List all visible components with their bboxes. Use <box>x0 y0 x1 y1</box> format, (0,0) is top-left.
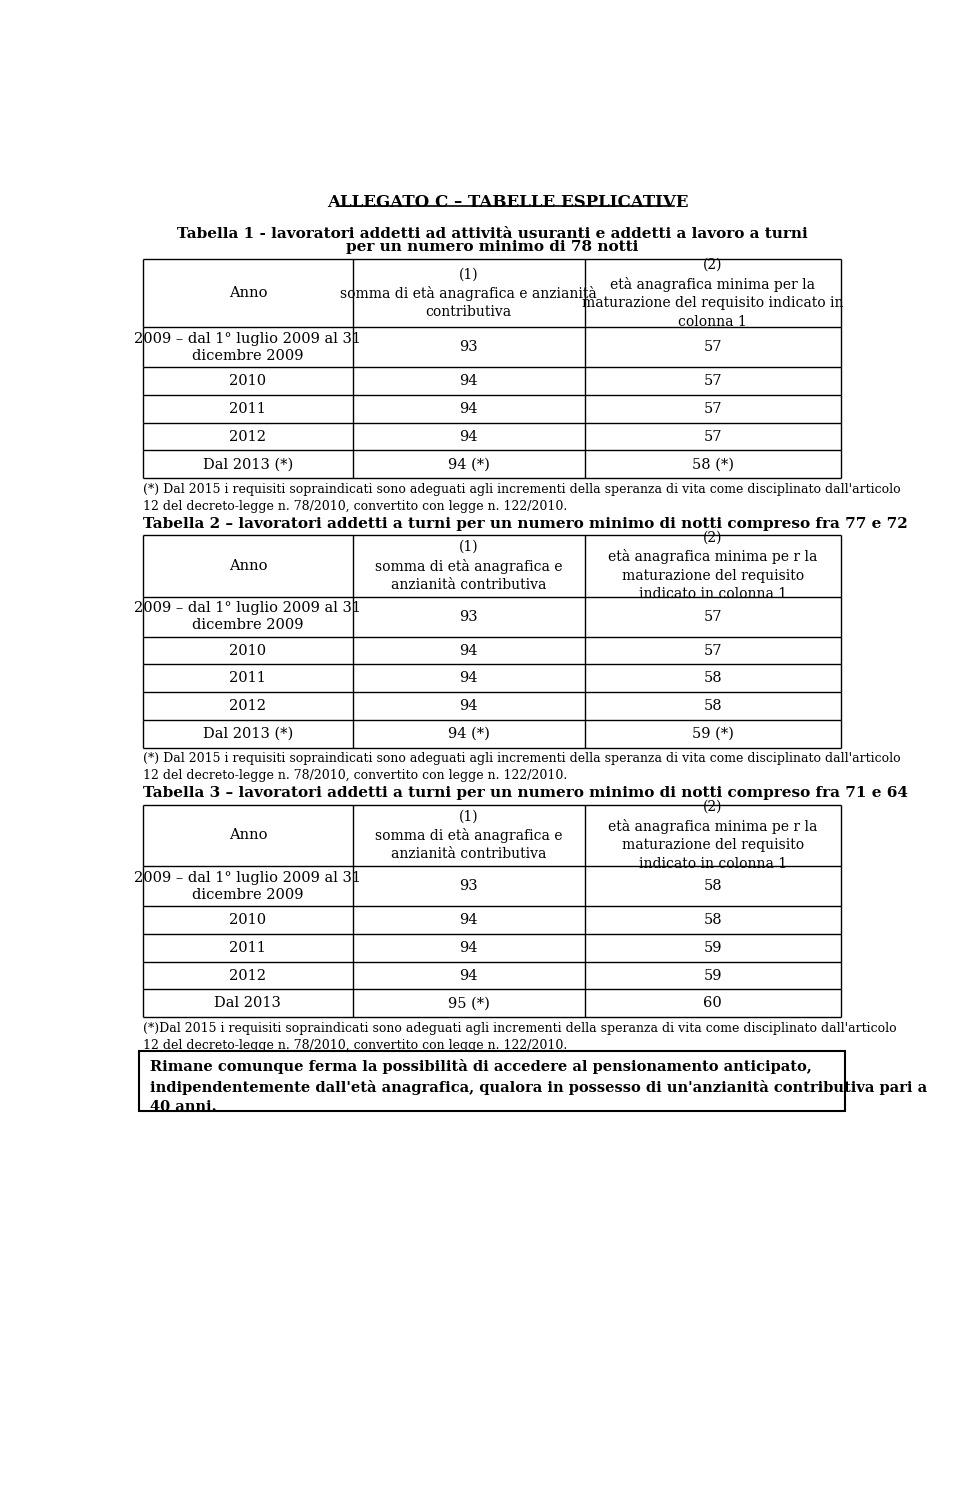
Text: 60: 60 <box>704 997 722 1010</box>
Text: (2)
età anagrafica minima pe r la
maturazione del requisito
indicato in colonna : (2) età anagrafica minima pe r la matura… <box>609 531 818 601</box>
Text: 57: 57 <box>704 341 722 354</box>
Text: (1)
somma di età anagrafica e
anzianità contributiva: (1) somma di età anagrafica e anzianità … <box>375 809 563 862</box>
Text: (*) Dal 2015 i requisiti sopraindicati sono adeguati agli incrementi della spera: (*) Dal 2015 i requisiti sopraindicati s… <box>143 753 900 783</box>
Text: 58: 58 <box>704 879 722 893</box>
Text: 94: 94 <box>460 940 478 955</box>
Text: 2009 – dal 1° luglio 2009 al 31
dicembre 2009: 2009 – dal 1° luglio 2009 al 31 dicembre… <box>134 601 361 632</box>
Text: (1)
somma di età anagrafica e
anzianità contributiva: (1) somma di età anagrafica e anzianità … <box>375 540 563 592</box>
Text: 57: 57 <box>704 373 722 388</box>
Text: 2010: 2010 <box>229 644 267 658</box>
Text: per un numero minimo di 78 notti: per un numero minimo di 78 notti <box>346 240 638 254</box>
Text: 94: 94 <box>460 373 478 388</box>
Text: Anno: Anno <box>228 829 267 842</box>
Text: Tabella 3 – lavoratori addetti a turni per un numero minimo di notti compreso fr: Tabella 3 – lavoratori addetti a turni p… <box>143 786 908 801</box>
Text: 94: 94 <box>460 671 478 686</box>
Text: Dal 2013: Dal 2013 <box>214 997 281 1010</box>
Text: 94: 94 <box>460 430 478 443</box>
Text: (*) Dal 2015 i requisiti sopraindicati sono adeguati agli incrementi della spera: (*) Dal 2015 i requisiti sopraindicati s… <box>143 482 900 513</box>
Text: 2010: 2010 <box>229 914 267 927</box>
Text: 58: 58 <box>704 914 722 927</box>
Text: 59: 59 <box>704 969 722 982</box>
Text: 2010: 2010 <box>229 373 267 388</box>
Text: 2012: 2012 <box>229 969 266 982</box>
Text: Anno: Anno <box>228 559 267 573</box>
Text: 94: 94 <box>460 402 478 415</box>
Text: 58: 58 <box>704 699 722 713</box>
Text: 2009 – dal 1° luglio 2009 al 31
dicembre 2009: 2009 – dal 1° luglio 2009 al 31 dicembre… <box>134 332 361 363</box>
Text: 2012: 2012 <box>229 430 266 443</box>
Text: 94: 94 <box>460 914 478 927</box>
Text: 2011: 2011 <box>229 402 266 415</box>
Text: 59: 59 <box>704 940 722 955</box>
Text: 94: 94 <box>460 699 478 713</box>
Text: 57: 57 <box>704 430 722 443</box>
Text: (2)
età anagrafica minima pe r la
maturazione del requisito
indicato in colonna : (2) età anagrafica minima pe r la matura… <box>609 801 818 870</box>
Text: 93: 93 <box>460 610 478 623</box>
Text: 93: 93 <box>460 879 478 893</box>
Text: 2011: 2011 <box>229 940 266 955</box>
Text: Tabella 2 – lavoratori addetti a turni per un numero minimo di notti compreso fr: Tabella 2 – lavoratori addetti a turni p… <box>143 516 908 531</box>
Text: 58: 58 <box>704 671 722 686</box>
Text: 57: 57 <box>704 402 722 415</box>
Text: 94 (*): 94 (*) <box>447 726 490 741</box>
Text: (*)Dal 2015 i requisiti sopraindicati sono adeguati agli incrementi della speran: (*)Dal 2015 i requisiti sopraindicati so… <box>143 1022 897 1052</box>
Text: Dal 2013 (*): Dal 2013 (*) <box>203 457 293 472</box>
Text: Dal 2013 (*): Dal 2013 (*) <box>203 726 293 741</box>
Text: 57: 57 <box>704 644 722 658</box>
Text: Rimane comunque ferma la possibilità di accedere al pensionamento anticipato,
in: Rimane comunque ferma la possibilità di … <box>150 1058 927 1115</box>
Text: ALLEGATO C – TABELLE ESPLICATIVE: ALLEGATO C – TABELLE ESPLICATIVE <box>326 193 688 211</box>
Text: 94: 94 <box>460 969 478 982</box>
Text: 2012: 2012 <box>229 699 266 713</box>
Text: 94: 94 <box>460 644 478 658</box>
Text: Tabella 1 - lavoratori addetti ad attività usuranti e addetti a lavoro a turni: Tabella 1 - lavoratori addetti ad attivi… <box>177 228 807 241</box>
Text: (2)
età anagrafica minima per la
maturazione del requisito indicato in
colonna 1: (2) età anagrafica minima per la maturaz… <box>582 257 844 329</box>
Text: 93: 93 <box>460 341 478 354</box>
Text: 57: 57 <box>704 610 722 623</box>
Text: 94 (*): 94 (*) <box>447 457 490 472</box>
Text: Anno: Anno <box>228 286 267 301</box>
Text: (1)
somma di età anagrafica e anzianità
contributiva: (1) somma di età anagrafica e anzianità … <box>341 268 597 320</box>
Bar <box>139 1051 845 1112</box>
Text: 58 (*): 58 (*) <box>692 457 733 472</box>
Text: 2009 – dal 1° luglio 2009 al 31
dicembre 2009: 2009 – dal 1° luglio 2009 al 31 dicembre… <box>134 870 361 902</box>
Text: 95 (*): 95 (*) <box>447 997 490 1010</box>
Text: 59 (*): 59 (*) <box>692 726 733 741</box>
Text: 2011: 2011 <box>229 671 266 686</box>
